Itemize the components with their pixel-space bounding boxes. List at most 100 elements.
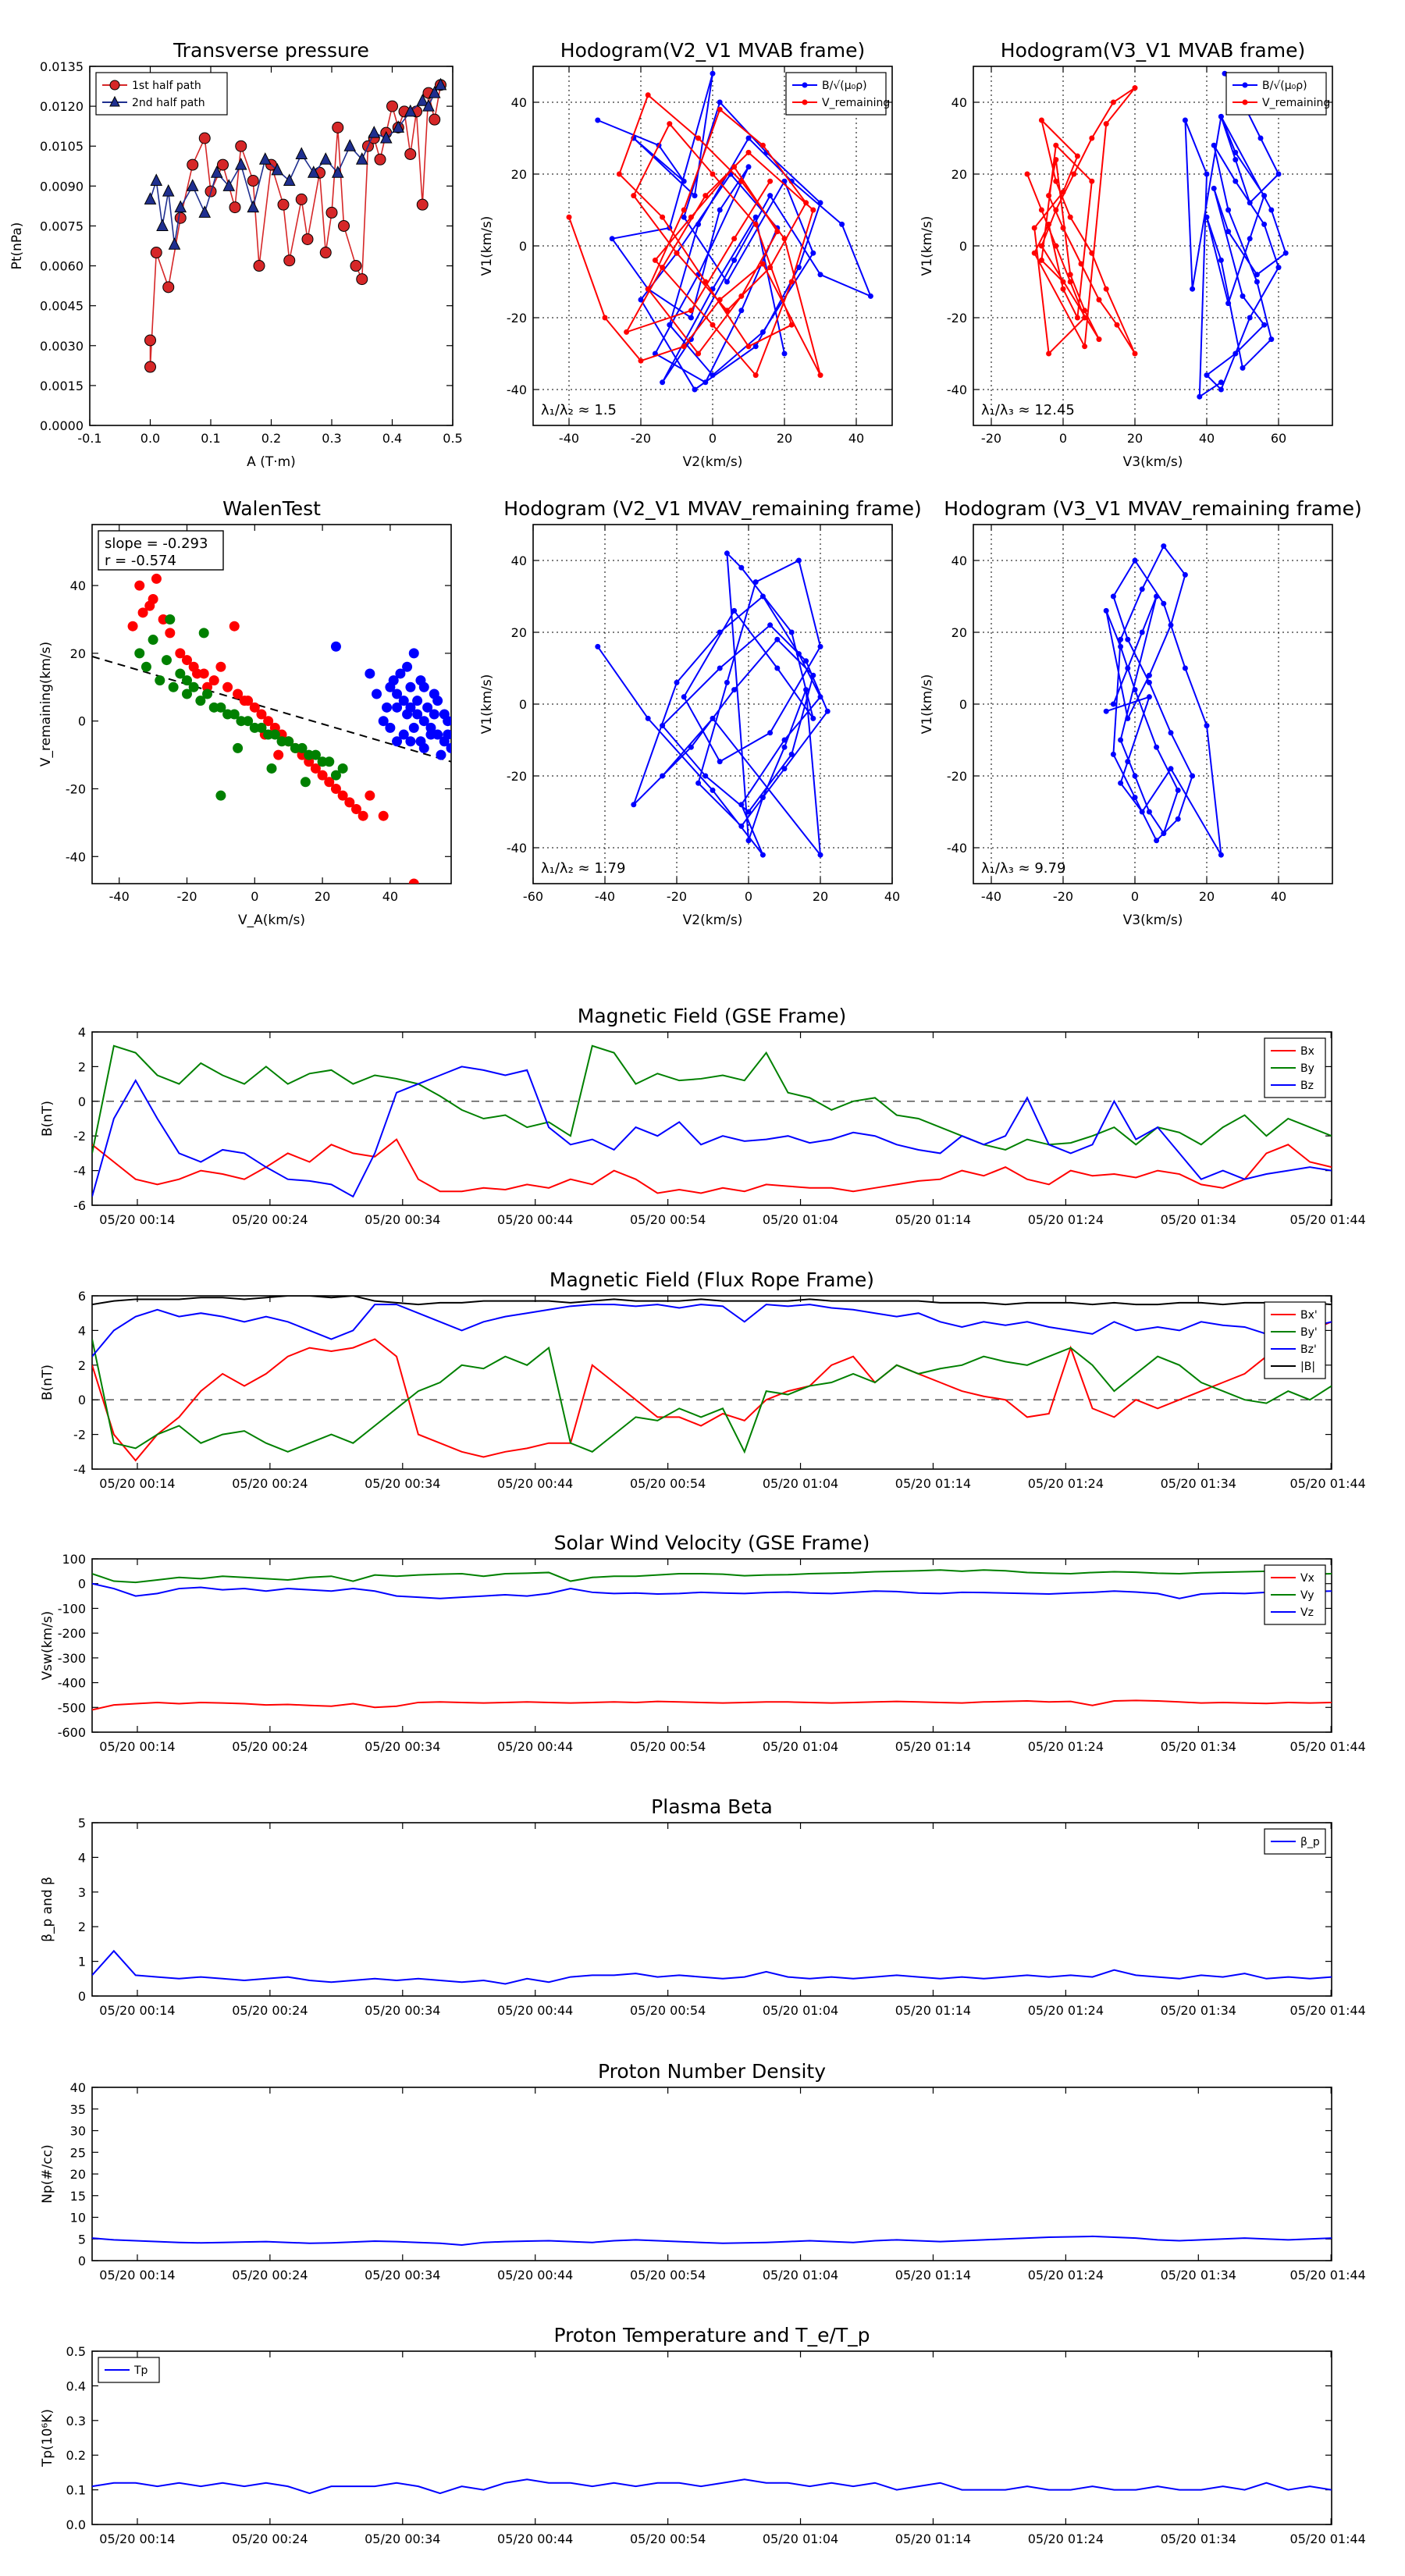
y-tick-label: 4 xyxy=(78,1850,86,1865)
y-tick-label: 0.0060 xyxy=(40,259,84,274)
data-point xyxy=(1132,350,1138,357)
x-tick-label: 0 xyxy=(1059,431,1067,446)
data-point xyxy=(418,742,429,753)
data-point xyxy=(162,281,175,294)
y-axis-label: V1(km/s) xyxy=(479,216,495,276)
data-point xyxy=(134,648,145,659)
chart-title: Plasma Beta xyxy=(651,1795,773,1818)
data-point xyxy=(344,797,355,808)
y-tick-label: 4 xyxy=(78,1025,86,1040)
data-point xyxy=(1218,257,1224,263)
data-point xyxy=(1046,350,1052,357)
data-point xyxy=(1046,221,1052,227)
data-point xyxy=(182,688,193,699)
x-tick-label: 05/20 01:44 xyxy=(1290,1476,1366,1491)
y-tick-label: 0.0015 xyxy=(40,379,84,393)
y-tick-label: 0 xyxy=(78,1989,86,2004)
x-axis-label: V3(km/s) xyxy=(1123,454,1183,470)
data-point xyxy=(422,702,433,713)
data-point xyxy=(198,132,211,144)
data-point xyxy=(418,681,429,692)
x-tick-label: 05/20 00:14 xyxy=(99,1476,175,1491)
chart-title: Transverse pressure xyxy=(173,39,369,62)
x-tick-label: -20 xyxy=(1053,889,1073,904)
y-tick-label: -500 xyxy=(58,1700,86,1715)
series-line xyxy=(92,1044,1332,1154)
y-tick-label: -20 xyxy=(507,311,527,326)
y-tick-label: 40 xyxy=(70,578,86,593)
data-point xyxy=(724,308,730,314)
x-tick-label: 05/20 00:34 xyxy=(365,1212,440,1227)
chart-tpr: 0.0 0.1 0.2 0.3 0.4 0.5 05/20 00:14 05/20 00:24… xyxy=(40,2324,1366,2546)
data-point xyxy=(1154,838,1160,844)
data-point xyxy=(695,135,702,141)
data-point xyxy=(165,614,176,625)
y-tick-label: 0 xyxy=(78,714,86,729)
data-point xyxy=(681,178,687,184)
data-point xyxy=(660,214,666,220)
series-line xyxy=(1026,87,1136,356)
data-point xyxy=(1182,117,1188,123)
data-point xyxy=(408,648,419,659)
data-point xyxy=(300,777,311,788)
data-point xyxy=(198,205,212,218)
data-point xyxy=(395,668,406,679)
y-tick-label: 40 xyxy=(511,553,527,568)
data-point xyxy=(150,247,162,259)
data-point xyxy=(688,315,694,321)
data-point xyxy=(781,350,788,357)
data-point xyxy=(182,675,193,686)
data-point xyxy=(717,297,723,303)
data-point xyxy=(681,694,687,700)
legend-marker xyxy=(109,95,120,107)
data-point xyxy=(810,207,816,213)
x-tick-label: 05/20 01:34 xyxy=(1161,1212,1236,1227)
data-point xyxy=(165,628,176,639)
x-tick-label: 20 xyxy=(1127,431,1143,446)
x-tick-label: 05/20 00:54 xyxy=(630,1212,706,1227)
series-vy xyxy=(92,1569,1332,1584)
data-point xyxy=(1078,261,1084,267)
data-point xyxy=(759,261,766,267)
data-point xyxy=(817,694,823,700)
x-tick-label: 05/20 00:34 xyxy=(365,1739,440,1754)
y-tick-label: 10 xyxy=(70,2211,86,2226)
data-point xyxy=(330,770,341,781)
data-point xyxy=(355,152,368,165)
data-point xyxy=(198,628,209,639)
y-tick-label: 0.0000 xyxy=(40,418,84,433)
x-tick-label: 05/20 00:14 xyxy=(99,2532,175,2546)
annotation-text: λ₁/λ₂ ≈ 1.5 xyxy=(541,402,617,418)
y-tick-label: 40 xyxy=(951,553,967,568)
data-point xyxy=(1154,744,1160,750)
data-point xyxy=(429,709,439,720)
series-0 xyxy=(595,550,831,858)
data-point xyxy=(215,790,226,801)
x-tick-label: 05/20 01:44 xyxy=(1290,2003,1366,2018)
y-tick-label: 6 xyxy=(78,1289,86,1304)
data-point xyxy=(436,749,446,760)
data-point xyxy=(140,661,151,672)
series-0 xyxy=(1103,543,1224,858)
series-line xyxy=(92,1569,1332,1584)
data-point xyxy=(1053,142,1059,148)
data-point xyxy=(609,236,615,242)
data-point xyxy=(1225,207,1232,213)
y-tick-label: 20 xyxy=(70,2167,86,2182)
series-line xyxy=(92,1304,1332,1357)
data-point xyxy=(432,696,443,706)
data-point xyxy=(1118,643,1124,649)
data-point xyxy=(365,668,375,679)
data-point xyxy=(645,286,651,292)
legend-label: Vz xyxy=(1300,1606,1314,1619)
chart-title: Solar Wind Velocity (GSE Frame) xyxy=(554,1532,870,1554)
series-line xyxy=(92,1949,1332,1985)
data-point xyxy=(439,709,450,720)
legend-box xyxy=(785,72,887,116)
data-point xyxy=(1161,600,1167,607)
y-tick-label: -6 xyxy=(73,1198,86,1213)
data-point xyxy=(566,214,572,220)
data-point xyxy=(681,207,687,213)
data-point xyxy=(151,573,162,584)
data-point xyxy=(731,257,738,263)
